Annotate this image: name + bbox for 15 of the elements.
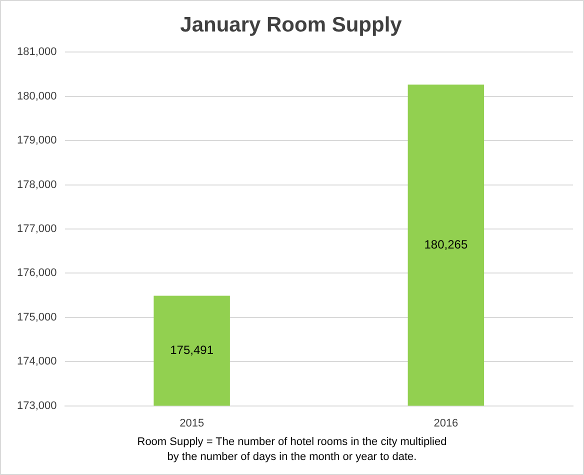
y-tick-label: 181,000	[16, 46, 57, 58]
y-tick-label: 177,000	[16, 223, 57, 236]
x-tick-label: 2015	[180, 417, 204, 430]
y-tick-label: 176,000	[16, 267, 57, 280]
y-tick-label: 179,000	[16, 134, 57, 147]
y-tick-label: 175,000	[16, 311, 57, 324]
text: Room Supply = The number of hotel rooms in the city multiplied by the number of days in the month or year to date.	[136, 435, 448, 465]
data-label: 175,491	[170, 343, 214, 358]
y-tick-label: 173,000	[16, 400, 57, 412]
y-tick-label: 174,000	[16, 356, 57, 368]
chart-title: January Room Supply	[180, 13, 402, 36]
y-tick-label: 178,000	[16, 178, 57, 191]
data-label: 180,265	[424, 238, 468, 252]
x-tick-label: 2016	[434, 417, 458, 430]
y-tick-label: 180,000	[16, 90, 57, 102]
